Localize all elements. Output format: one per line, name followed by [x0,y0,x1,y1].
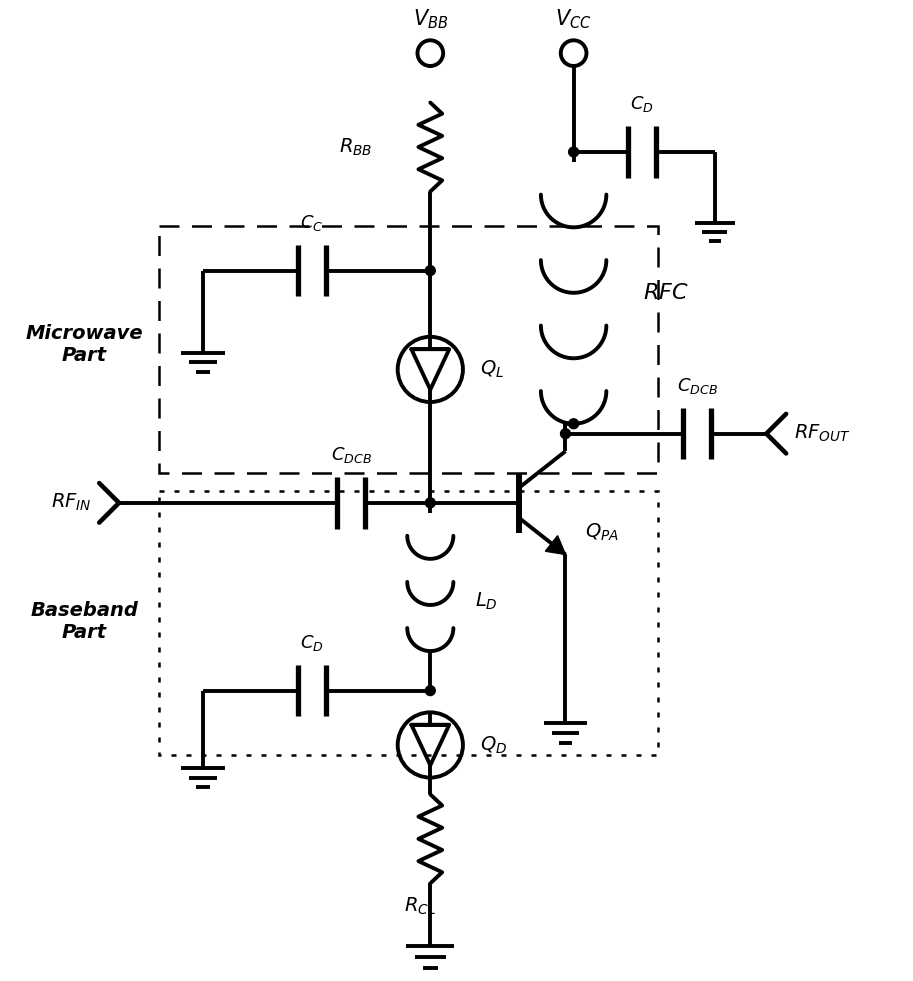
Polygon shape [545,536,565,554]
Circle shape [425,266,436,276]
Text: $C_{DCB}$: $C_{DCB}$ [677,376,718,396]
Text: $C_C$: $C_C$ [300,213,323,233]
Text: $C_D$: $C_D$ [630,94,654,115]
Text: $R_{BB}$: $R_{BB}$ [340,136,373,158]
Text: $C_D$: $C_D$ [299,633,323,653]
Text: $Q_L$: $Q_L$ [479,359,504,380]
Text: $R_{CL}$: $R_{CL}$ [404,897,436,917]
Text: $C_{DCB}$: $C_{DCB}$ [331,445,372,465]
Text: Baseband
Part: Baseband Part [30,601,139,642]
Circle shape [425,686,436,696]
Text: $RFC$: $RFC$ [643,283,688,303]
Circle shape [425,498,436,508]
Bar [159,226,657,473]
Text: Microwave
Part: Microwave Part [26,324,143,365]
Text: $RF_{IN}$: $RF_{IN}$ [51,492,91,513]
Text: $RF_{OUT}$: $RF_{OUT}$ [794,423,851,444]
Text: $Q_{PA}$: $Q_{PA}$ [585,522,619,543]
Circle shape [561,429,571,439]
Text: $V_{CC}$: $V_{CC}$ [555,8,592,31]
Text: $L_D$: $L_D$ [475,591,498,612]
Text: $Q_D$: $Q_D$ [479,735,507,755]
Bar [159,490,657,754]
Text: $V_{BB}$: $V_{BB}$ [413,8,448,31]
Circle shape [569,147,579,157]
Circle shape [569,419,579,429]
